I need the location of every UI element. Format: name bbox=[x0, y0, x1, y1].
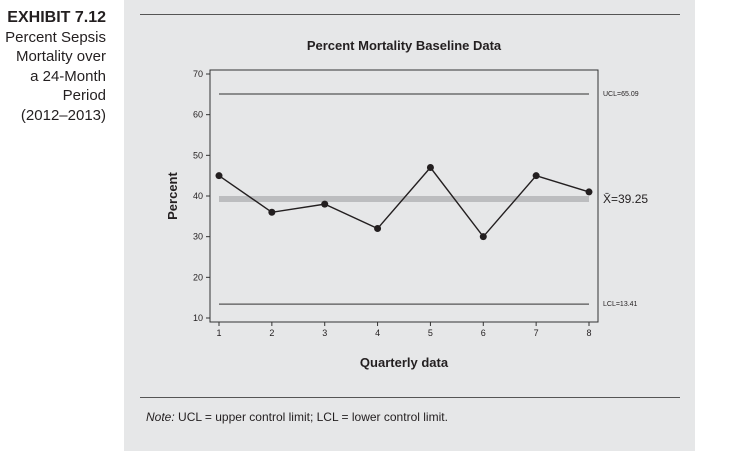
x-tick-label: 5 bbox=[428, 328, 433, 338]
exhibit-number: EXHIBIT 7.12 bbox=[7, 9, 106, 26]
data-point bbox=[321, 200, 329, 208]
caption-line: Period bbox=[62, 87, 106, 104]
y-tick-label: 40 bbox=[193, 191, 203, 201]
caption-line: a 24-Month bbox=[30, 67, 106, 85]
exhibit-panel: Note: UCL = upper control limit; LCL = l… bbox=[124, 0, 695, 451]
data-point bbox=[374, 225, 382, 233]
x-axis-label: Quarterly data bbox=[360, 355, 449, 370]
y-tick-label: 20 bbox=[193, 272, 203, 282]
note-text: UCL = upper control limit; LCL = lower c… bbox=[174, 410, 448, 424]
note-label: Note: bbox=[146, 410, 175, 424]
y-tick-label: 30 bbox=[193, 232, 203, 242]
data-point bbox=[532, 172, 540, 180]
chart-title: Percent Mortality Baseline Data bbox=[307, 38, 502, 53]
x-tick-label: 2 bbox=[269, 328, 274, 338]
y-tick-label: 50 bbox=[193, 150, 203, 160]
data-point bbox=[215, 172, 223, 180]
y-tick-label: 60 bbox=[193, 110, 203, 120]
x-tick-label: 7 bbox=[534, 328, 539, 338]
y-tick-label: 10 bbox=[193, 313, 203, 323]
exhibit-caption: EXHIBIT 7.12 Percent Sepsis Mortality ov… bbox=[5, 8, 106, 125]
caption-line: Percent Sepsis bbox=[5, 28, 106, 46]
data-point bbox=[585, 188, 593, 196]
note: Note: UCL = upper control limit; LCL = l… bbox=[146, 410, 448, 424]
caption-line: Mortality over bbox=[15, 48, 106, 65]
x-tick-label: 8 bbox=[586, 328, 591, 338]
x-tick-label: 3 bbox=[322, 328, 327, 338]
lcl-label: LCL=13.41 bbox=[603, 301, 638, 308]
data-point bbox=[479, 233, 487, 241]
data-line bbox=[218, 166, 590, 238]
y-tick-label: 70 bbox=[193, 69, 203, 79]
plot-frame bbox=[209, 69, 599, 323]
x-tick-label: 4 bbox=[375, 328, 380, 338]
y-axis-label: Percent bbox=[165, 171, 180, 219]
mean-label: X̄=39.25 bbox=[603, 192, 648, 206]
data-point bbox=[426, 164, 434, 172]
data-point bbox=[268, 208, 276, 216]
top-rule bbox=[140, 14, 680, 15]
caption-line: (2012–2013) bbox=[20, 106, 106, 124]
x-tick-label: 1 bbox=[216, 328, 221, 338]
x-tick-label: 6 bbox=[481, 328, 486, 338]
bottom-rule bbox=[140, 397, 680, 398]
ucl-label: UCL=65.09 bbox=[603, 91, 639, 98]
